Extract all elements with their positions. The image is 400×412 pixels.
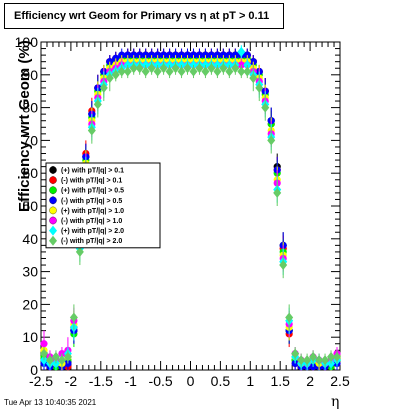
data-point (135, 63, 144, 74)
data-point (183, 63, 192, 74)
data-point (63, 351, 72, 362)
legend-label: (-) with pT/|q| > 1.0 (61, 218, 122, 225)
data-point (255, 82, 264, 93)
data-point (171, 63, 180, 74)
data-point (267, 135, 276, 146)
y-tick-label: 100 (15, 34, 39, 50)
data-point (45, 355, 54, 366)
data-point (201, 66, 210, 77)
legend-label: (+) with pT/|q| > 1.0 (61, 208, 124, 215)
x-tick-label: 1 (246, 373, 254, 389)
data-point (297, 355, 306, 366)
axis-ticks: -2.5 -2 -1.5 -1 -0.5 0 0.5 1 1.5 2 2.5 0 10 20 30 40 50 6… (15, 34, 350, 389)
data-point (40, 340, 48, 348)
x-tick-label: 1.5 (270, 373, 290, 389)
y-tick-label: 90 (22, 67, 38, 83)
x-tick-label: -1.5 (89, 373, 113, 389)
data-point (117, 66, 126, 77)
data-point (105, 73, 114, 84)
data-point (159, 63, 168, 74)
data-point (315, 355, 324, 366)
legend-box (45, 162, 161, 249)
data-point (213, 66, 222, 77)
legend-label: (-) with pT/|q| > 0.1 (61, 178, 122, 185)
x-tick-label: 0 (187, 373, 195, 389)
legend-marker (49, 196, 57, 205)
data-point (231, 63, 240, 74)
legend-label: (+) with pT/|q| > 0.5 (61, 188, 124, 195)
data-point (279, 260, 288, 271)
data-point (51, 351, 60, 362)
x-tick-label: 2.5 (330, 373, 350, 389)
chart-title: Efficiency wrt Geom for Primary vs η at … (4, 3, 284, 29)
y-axis-label: Efficiency wrt Geom (%) (16, 40, 33, 212)
data-point (321, 355, 330, 366)
legend-label: (-) with pT/|q| > 2.0 (61, 238, 122, 245)
data-point (237, 66, 246, 77)
legend-label: (+) with pT/|q| > 2.0 (61, 228, 124, 235)
data-point (333, 351, 342, 362)
timestamp: Tue Apr 13 10:40:35 2021 (4, 398, 97, 407)
data-point (123, 66, 132, 77)
data-point (75, 246, 84, 257)
data-point (153, 66, 162, 77)
data-point (237, 46, 246, 57)
data-point (69, 312, 78, 323)
data-point (111, 69, 120, 80)
legend-marker (49, 166, 57, 174)
data-point (165, 66, 174, 77)
x-tick-label: -2 (65, 373, 78, 389)
data-point (141, 66, 150, 77)
legend-marker (49, 235, 57, 246)
legend-marker (49, 225, 57, 236)
data-point (57, 355, 66, 366)
x-tick-label: -1 (124, 373, 137, 389)
data-point (195, 63, 204, 74)
legend-marker (49, 216, 57, 225)
data-point (99, 82, 108, 93)
data-point (261, 102, 270, 113)
y-tick-label: 30 (22, 264, 38, 280)
data-point (327, 351, 336, 362)
data-point (87, 125, 96, 136)
data-point (147, 63, 156, 74)
legend-marker (49, 176, 57, 184)
y-tick-label: 10 (22, 329, 38, 345)
y-tick-label: 80 (22, 100, 38, 116)
data-point (177, 66, 186, 77)
data-point (219, 63, 228, 74)
legend-label: (+) with pT/|q| > 0.1 (61, 168, 124, 175)
data-point (93, 99, 102, 110)
data-point (249, 73, 258, 84)
data-point (303, 355, 312, 366)
data-point (285, 312, 294, 323)
legend-marker (49, 206, 57, 215)
y-tick-label: 70 (22, 132, 38, 148)
y-tick-label: 40 (22, 231, 38, 247)
x-axis-label: η (331, 394, 340, 410)
data-point (189, 66, 198, 77)
x-tick-label: -0.5 (149, 373, 173, 389)
y-tick-label: 60 (22, 165, 38, 181)
data-point (273, 187, 282, 198)
y-tick-label: 20 (22, 296, 38, 312)
x-tick-label: 2 (306, 373, 314, 389)
legend: (+) with pT/|q| > 0.1 (-) with pT/|q| > 0… (45, 162, 161, 249)
data-point (129, 63, 138, 74)
y-tick-label: 50 (22, 198, 38, 214)
data-point (291, 348, 300, 359)
data-point (225, 66, 234, 77)
data-point (39, 348, 48, 359)
legend-label: (-) with pT/|q| > 0.5 (61, 198, 122, 205)
data-point (207, 63, 216, 74)
legend-marker (49, 186, 57, 194)
x-tick-label: 0.5 (211, 373, 231, 389)
data-point (309, 351, 318, 362)
data-point (243, 66, 252, 77)
x-tick-label: -2.5 (29, 373, 53, 389)
y-tick-label: 0 (30, 362, 38, 378)
